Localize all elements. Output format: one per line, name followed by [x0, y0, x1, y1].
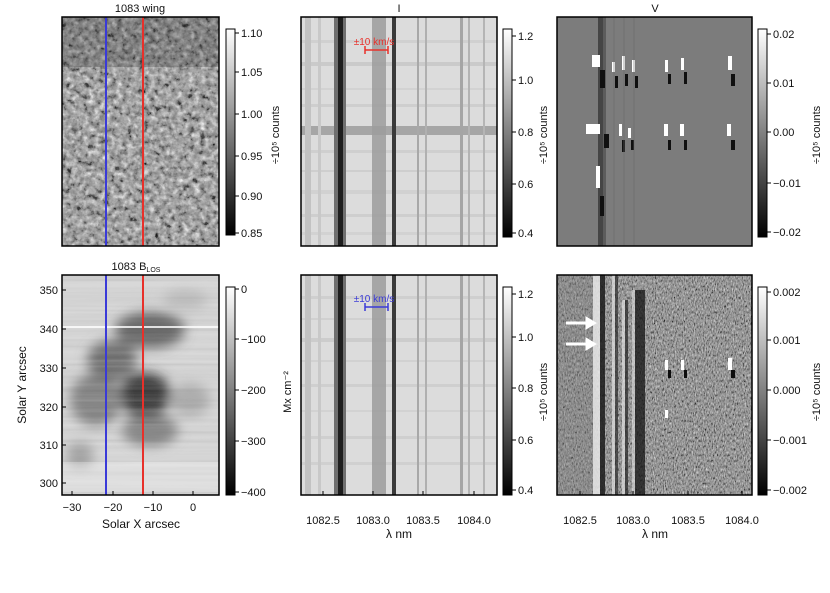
- cbar-tick: −0.002: [773, 485, 807, 497]
- cbar-label: ÷10⁵ counts: [270, 105, 282, 164]
- cbar-tick: 0.90: [241, 191, 262, 203]
- axis-tick: −10: [144, 502, 163, 514]
- cbar-tick: 0.002: [773, 287, 801, 299]
- velocity-scale-red: ±10 km/s: [354, 37, 395, 54]
- panel-I-top: I: [300, 3, 550, 247]
- axis-tick: 340: [40, 324, 58, 336]
- colorbar-I-bottom: 1.2 1.0 0.8 0.6 0.4 ÷10⁵ counts: [502, 286, 550, 497]
- colorbar-V-top: 0.02 0.01 0.00 −0.01 −0.02 ÷10⁵ counts: [757, 28, 823, 239]
- panel-I-bottom: ±10 km/s 1082.5 1083.0 1083.5 1084.0 λ n…: [300, 274, 550, 541]
- cbar-tick: −100: [241, 334, 266, 346]
- axis-tick: −30: [63, 502, 82, 514]
- cbar-tick: −0.02: [773, 227, 801, 239]
- axis-tick: 1083.5: [406, 515, 440, 527]
- cbar-tick: 0.6: [518, 179, 533, 191]
- axis-tick: 1082.5: [306, 515, 340, 527]
- axis-tick: 1083.5: [671, 515, 705, 527]
- axis-tick: 0: [190, 502, 196, 514]
- cbar-tick: 1.05: [241, 67, 262, 79]
- solar-x-axis: −30 −20 −10 0 Solar X arcsec: [63, 491, 196, 531]
- cbar-label: ÷10⁵ counts: [811, 362, 823, 421]
- lambda-axis-V: 1082.5 1083.0 1083.5 1084.0 λ nm: [563, 491, 759, 541]
- axis-tick: −20: [104, 502, 123, 514]
- axis-tick: 310: [40, 440, 58, 452]
- panel-frame: [61, 16, 220, 247]
- axis-tick: 300: [40, 478, 58, 490]
- cbar-tick: 0.95: [241, 151, 262, 163]
- panel-title-V: V: [651, 3, 659, 15]
- panel-title-blos: 1083 BLOS: [112, 261, 161, 274]
- panel-V-top: V: [556, 3, 823, 247]
- cbar-label: ÷10⁵ counts: [538, 105, 550, 164]
- cbar-tick: 0.4: [518, 228, 533, 240]
- cbar-tick: 1.00: [241, 109, 262, 121]
- velocity-scale-blue: ±10 km/s: [354, 294, 395, 311]
- cbar-label: ÷10⁵ counts: [538, 362, 550, 421]
- cbar-tick: 0.8: [518, 127, 533, 139]
- panel-title-I: I: [397, 3, 400, 15]
- axis-label-lambda: λ nm: [386, 527, 412, 541]
- cbar-tick: 0.6: [518, 435, 533, 447]
- cbar-tick: −0.001: [773, 435, 807, 447]
- panel-frame: [61, 274, 220, 496]
- colorbar-wing: 1.10 1.05 1.00 0.95 0.90 0.85 ÷10⁵ count…: [225, 28, 282, 240]
- cbar-tick: 1.2: [518, 289, 533, 301]
- cbar-tick: 0.4: [518, 485, 533, 497]
- cbar-tick: −200: [241, 385, 266, 397]
- cbar-tick: −0.01: [773, 178, 801, 190]
- panel-title-wing: 1083 wing: [115, 3, 165, 15]
- axis-tick: 1083.0: [616, 515, 650, 527]
- cbar-tick: 0.01: [773, 78, 794, 90]
- solar-y-axis: 350 340 330 320 310 300 Solar Y arcsec: [15, 285, 66, 490]
- colorbar-blos: 0 −100 −200 −300 −400 Mx cm⁻²: [225, 284, 294, 499]
- axis-label-lambda: λ nm: [642, 527, 668, 541]
- cbar-tick: 0.000: [773, 385, 801, 397]
- cbar-tick: −300: [241, 436, 266, 448]
- cbar-label: ÷10⁵ counts: [811, 105, 823, 164]
- panel-V-bottom: 1082.5 1083.0 1083.5 1084.0 λ nm 0.002 0…: [556, 274, 823, 541]
- colorbar-V-bottom: 0.002 0.001 0.000 −0.001 −0.002 ÷10⁵ cou…: [757, 286, 823, 497]
- axis-tick: 1083.0: [356, 515, 390, 527]
- colorbar-I-top: 1.2 1.0 0.8 0.6 0.4 ÷10⁵ counts: [502, 28, 550, 240]
- cbar-label: Mx cm⁻²: [282, 371, 294, 413]
- velocity-label: ±10 km/s: [354, 37, 395, 48]
- lambda-axis-I: 1082.5 1083.0 1083.5 1084.0 λ nm: [306, 491, 491, 541]
- cbar-tick: 1.0: [518, 332, 533, 344]
- arrow-icon: [566, 337, 597, 351]
- cbar-tick: 1.0: [518, 75, 533, 87]
- cbar-tick: 0: [241, 284, 247, 296]
- axis-tick: 1084.0: [457, 515, 491, 527]
- axis-label-solar-x: Solar X arcsec: [102, 517, 180, 531]
- cbar-tick: 0.001: [773, 335, 801, 347]
- cbar-tick: 1.2: [518, 31, 533, 43]
- panel-frame: [556, 16, 753, 247]
- cbar-tick: 0.85: [241, 228, 262, 240]
- axis-tick: 320: [40, 402, 58, 414]
- velocity-label: ±10 km/s: [354, 294, 395, 305]
- axis-tick: 330: [40, 363, 58, 375]
- axis-label-solar-y: Solar Y arcsec: [15, 346, 29, 424]
- panel-frame: [300, 16, 498, 247]
- axis-tick: 1082.5: [563, 515, 597, 527]
- cbar-tick: 0.02: [773, 29, 794, 41]
- panel-wing: 1083 wing 1.10 1.05 1.00 0.95 0.90 0.85 …: [61, 3, 282, 247]
- panel-frame: [300, 274, 498, 496]
- cbar-tick: 0.8: [518, 383, 533, 395]
- axis-tick: 350: [40, 285, 58, 297]
- cbar-tick: 0.00: [773, 127, 794, 139]
- cbar-tick: 1.10: [241, 28, 262, 40]
- panel-frame: [556, 274, 753, 496]
- arrow-icon: [566, 316, 597, 330]
- axis-tick: 1084.0: [725, 515, 759, 527]
- cbar-tick: −400: [241, 487, 266, 499]
- panel-blos: 1083 BLOS 350 340 330 320: [15, 261, 294, 531]
